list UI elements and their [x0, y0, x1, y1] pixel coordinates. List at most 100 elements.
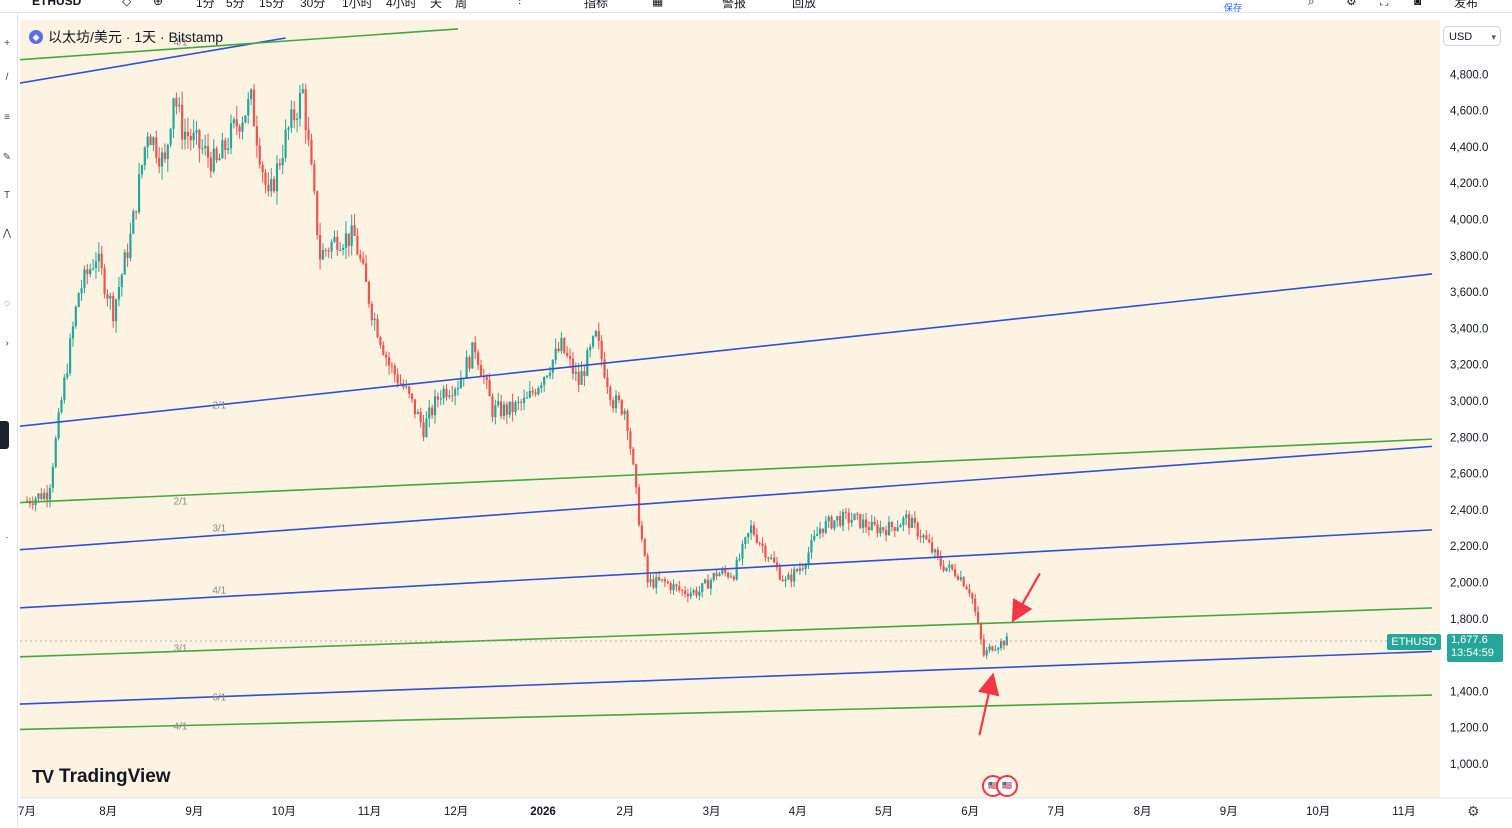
candle: [387, 352, 391, 375]
candle: [764, 543, 767, 562]
snapshot-icon[interactable]: ◙: [1414, 0, 1422, 8]
compare-icon[interactable]: ◇: [122, 0, 132, 8]
interval-30m[interactable]: 30分: [300, 0, 326, 10]
chart-settings-icon[interactable]: ⚙: [1467, 803, 1480, 819]
candle: [436, 392, 439, 408]
brush-icon[interactable]: ✎: [2, 152, 12, 163]
candle-body: [387, 357, 391, 366]
candle-body: [910, 517, 914, 528]
candle: [692, 588, 695, 596]
active-tool[interactable]: [0, 421, 9, 449]
templates-icon[interactable]: ▦: [652, 0, 664, 8]
candle-body: [425, 418, 428, 437]
lock-icon[interactable]: ·: [5, 532, 9, 543]
search-icon[interactable]: ⌕: [1308, 0, 1315, 8]
pattern-icon[interactable]: ⋀: [2, 228, 12, 239]
candle-body: [893, 527, 896, 531]
replay-button[interactable]: 回放: [792, 0, 817, 10]
candle: [775, 556, 779, 572]
candle-body: [922, 535, 925, 538]
candle: [287, 125, 290, 141]
candle: [431, 404, 434, 419]
candle: [698, 585, 701, 601]
candle-body: [959, 577, 962, 580]
candle: [103, 264, 106, 299]
candle-body: [758, 542, 761, 544]
candle-body: [936, 549, 939, 557]
publish-button[interactable]: 发布: [1454, 0, 1479, 10]
candle-body: [327, 250, 330, 252]
candle-body: [439, 398, 442, 400]
candle: [250, 88, 253, 106]
candle: [913, 511, 916, 529]
y-tick-label: 4,000.0: [1450, 215, 1488, 227]
candle-body: [485, 377, 488, 381]
candle-body: [617, 395, 621, 401]
candle: [589, 343, 592, 358]
crosshair-icon[interactable]: +: [4, 38, 10, 49]
add-symbol-icon[interactable]: ⊕: [153, 0, 164, 8]
interval-1h[interactable]: 1小时: [342, 0, 373, 10]
candle: [172, 97, 175, 138]
candle-body: [86, 269, 89, 275]
interval-15m[interactable]: 15分: [259, 0, 285, 10]
interval-1w[interactable]: 周: [455, 0, 468, 10]
candle-body: [836, 516, 839, 521]
candle: [410, 392, 414, 404]
candle-body: [770, 557, 773, 559]
candle: [83, 265, 86, 294]
candle: [663, 577, 666, 588]
candle-body: [755, 534, 758, 543]
candle: [155, 130, 158, 164]
indicators-button[interactable]: 指标: [584, 0, 609, 10]
candle-body: [436, 396, 439, 400]
candle: [712, 572, 715, 582]
candle: [316, 190, 319, 240]
interval-1d[interactable]: 天: [430, 0, 443, 10]
candle: [209, 152, 212, 178]
fib-icon[interactable]: ≡: [4, 112, 10, 123]
candle-body: [46, 492, 49, 500]
candle: [511, 393, 514, 422]
candle-body: [109, 295, 112, 299]
zoom-icon[interactable]: ›: [5, 338, 9, 349]
candle: [689, 587, 692, 600]
candle: [988, 643, 991, 653]
trendline-blue-6-1: [20, 650, 1433, 705]
save-button[interactable]: 保存: [1224, 3, 1243, 13]
tradingview-brand[interactable]: TV TradingView: [32, 766, 171, 788]
fullscreen-icon[interactable]: ⛶: [1380, 0, 1389, 8]
candle: [137, 162, 141, 215]
candles: [25, 83, 1008, 660]
settings-icon[interactable]: ⚙: [1346, 0, 1357, 8]
candle: [807, 546, 810, 569]
symbol-search[interactable]: ETHUSD: [32, 0, 82, 8]
candle-body: [51, 466, 54, 488]
economic-events[interactable]: 🇺🇸 🇺🇸: [982, 775, 1018, 797]
candle: [48, 484, 52, 508]
candle: [847, 508, 850, 531]
candle-body: [362, 258, 365, 264]
trendline-icon[interactable]: /: [5, 72, 9, 83]
candle-body: [991, 646, 994, 651]
interval-1m[interactable]: 1分: [196, 0, 215, 10]
interval-5m[interactable]: 5分: [226, 0, 245, 10]
candle-body: [729, 576, 733, 578]
candle: [908, 510, 911, 535]
candle-body: [514, 402, 517, 413]
interval-4h[interactable]: 4小时: [386, 0, 417, 10]
candle: [439, 390, 442, 406]
candle: [925, 529, 928, 541]
chart-type-icon[interactable]: ⫶: [518, 0, 522, 8]
alert-button[interactable]: 警报: [722, 0, 747, 10]
text-icon[interactable]: T: [3, 190, 11, 201]
candle: [324, 248, 327, 257]
candle: [344, 221, 348, 259]
us-event-icon[interactable]: 🇺🇸: [996, 775, 1018, 797]
candle: [189, 128, 192, 151]
currency-selector[interactable]: USD ▾: [1443, 26, 1501, 46]
measure-icon[interactable]: ◌: [4, 298, 10, 309]
candle: [66, 363, 69, 380]
candle-body: [931, 542, 934, 553]
